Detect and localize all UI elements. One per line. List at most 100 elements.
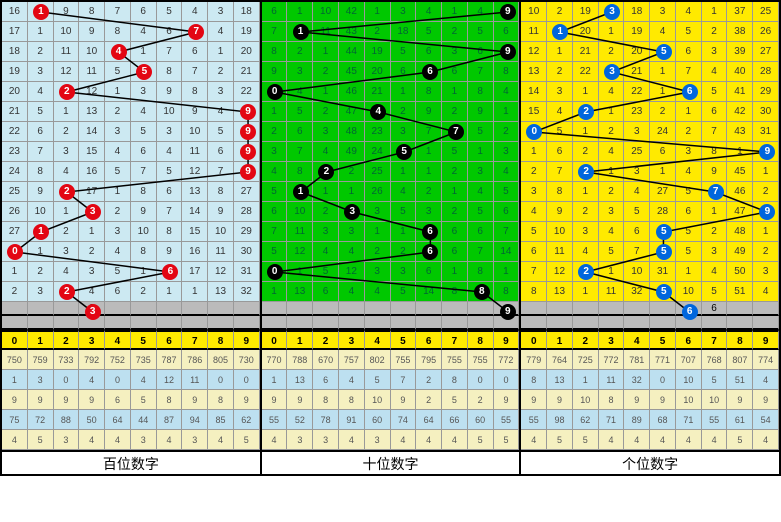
grid-cell [365,302,391,316]
grid-cell: 12 [547,262,573,282]
grid-cell: 6 [131,142,157,162]
stat-cell: 75 [2,410,28,430]
grid-cell: 1 [702,202,728,222]
stat-cell: 4 [131,370,157,390]
grid-cell: 9 [131,202,157,222]
grid-cell: 29 [234,222,260,242]
grid-cell [442,302,468,316]
grid-cell: 6 [521,242,547,262]
header-digit: 2 [313,330,339,350]
stat-cell: 5 [131,390,157,410]
stat-cell: 62 [573,410,599,430]
highlight-ball: 6 [682,84,698,100]
grid-cell: 2 [442,22,468,42]
grid-cell: 14 [416,282,442,302]
stat-cell: 4 [702,430,728,450]
grid-cell: 6 [676,202,702,222]
grid-cell: 8 [494,62,520,82]
grid-cell: 4 [573,242,599,262]
grid-cell [468,316,494,330]
panel-ones: 1021931834137251112011945238261212122056… [521,2,779,474]
stat-cell: 8 [313,390,339,410]
grid-cell: 6 [182,42,208,62]
grid-cell: 5 [702,82,728,102]
stat-cell: 759 [28,350,54,370]
grid-cell [339,302,365,316]
grid-cell: 25 [624,142,650,162]
grid-cell: 9 [54,2,80,22]
highlight-ball: 5 [396,144,412,160]
grid-cell: 8 [208,182,234,202]
grid-cell: 2 [313,202,339,222]
grid-cell: 7 [676,62,702,82]
stat-cell: 60 [468,410,494,430]
stat-cell: 5 [727,430,753,450]
highlight-ball: 2 [59,284,75,300]
grid-cell: 49 [339,142,365,162]
header-digit: 2 [573,330,599,350]
grid-cell [339,316,365,330]
stat-cell: 4 [157,430,183,450]
grid-cell: 1 [416,142,442,162]
grid-cell: 1 [28,242,54,262]
grid-cell: 47 [727,202,753,222]
stat-cell: 2 [416,390,442,410]
grid-cell: 6 [157,182,183,202]
grid-cell: 5 [676,242,702,262]
stat-cell: 61 [727,410,753,430]
grid-cell: 3 [313,122,339,142]
grid-cell: 3 [573,222,599,242]
grid-cell: 37 [727,2,753,22]
grid-cell: 7 [468,62,494,82]
grid-cell: 1 [599,262,625,282]
grid-cell [521,316,547,330]
grid-cell [2,302,28,316]
header-digit: 0 [262,330,288,350]
stat-cell: 32 [624,370,650,390]
panel-hundreds: 1619876543181711098467419182111041761201… [2,2,262,474]
grid-cell: 5 [105,62,131,82]
grid-cell: 6 [28,122,54,142]
stat-cell: 9 [624,390,650,410]
grid-cell: 5 [468,202,494,222]
highlight-ball: 0 [7,244,23,260]
grid-cell: 3 [494,142,520,162]
grid-cell: 2 [365,22,391,42]
grid-cell: 8 [157,222,183,242]
stat-cell: 4 [442,430,468,450]
stat-cell: 807 [727,350,753,370]
grid-cell: 4 [79,282,105,302]
grid-cell: 8 [28,162,54,182]
header-digit: 7 [442,330,468,350]
grid-cell: 4 [624,182,650,202]
grid-cell: 6 [287,122,313,142]
highlight-ball: 9 [500,4,516,20]
grid-cell: 1 [573,82,599,102]
grid-cell: 3 [753,262,779,282]
stat-cell: 87 [157,410,183,430]
grid-cell: 2 [208,62,234,82]
grid-cell: 3 [131,82,157,102]
grid-cell: 2 [702,222,728,242]
grid-cell: 12 [182,162,208,182]
grid-cell [234,316,260,330]
grid-cell: 6 [494,22,520,42]
stat-cell: 9 [262,390,288,410]
grid-cell: 2 [442,202,468,222]
stat-cell: 13 [547,370,573,390]
grid-cell: 5 [105,162,131,182]
grid-cell: 1 [2,262,28,282]
grid-cell: 1 [182,282,208,302]
grid-cell [391,316,417,330]
grid-cell: 4 [208,102,234,122]
stat-cell: 781 [624,350,650,370]
grid-cell: 10 [208,222,234,242]
grid-cell [182,302,208,316]
grid-cell: 6 [442,222,468,242]
grid-cell: 2 [442,102,468,122]
grid-cell: 5 [287,102,313,122]
stat-cell: 89 [624,410,650,430]
grid-cell: 27 [234,182,260,202]
stat-cell: 64 [105,410,131,430]
stat-cell: 1 [2,370,28,390]
